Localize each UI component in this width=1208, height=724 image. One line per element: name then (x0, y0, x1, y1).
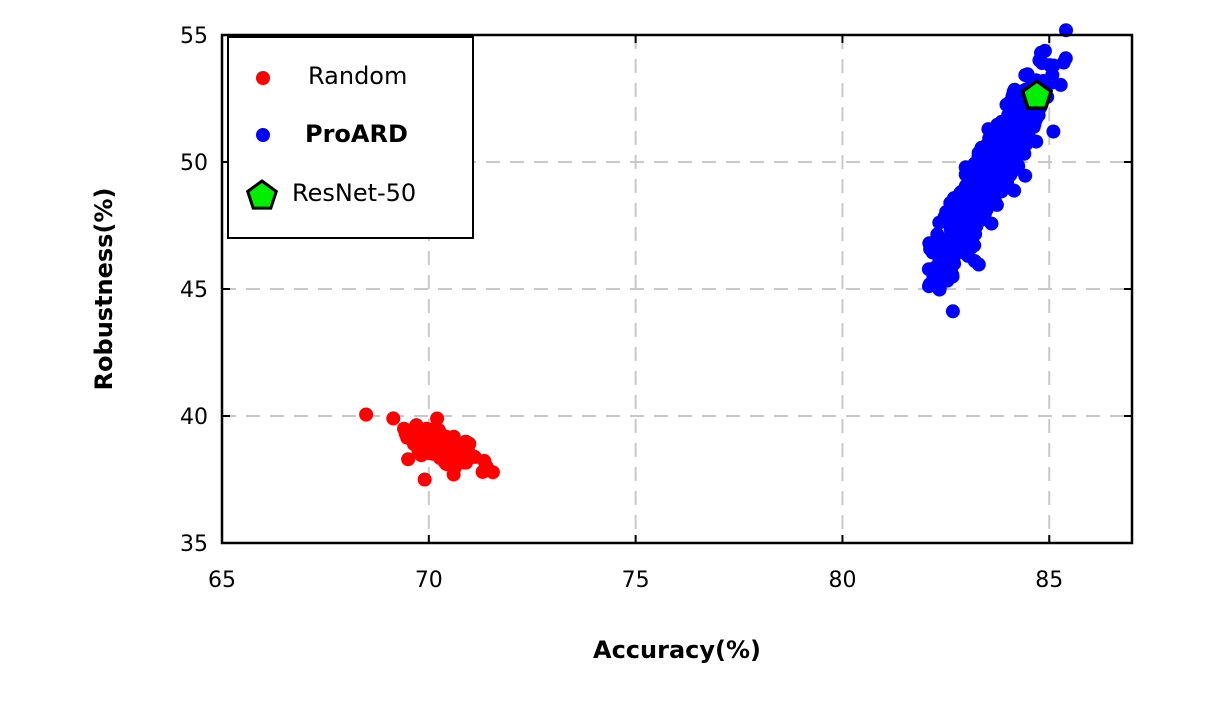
point-random (446, 467, 461, 482)
point-proard (937, 235, 952, 250)
axis-ticks: 65 70 75 80 85 35 40 45 50 55 (180, 24, 1132, 593)
point-random (424, 432, 439, 447)
point-proard (930, 269, 945, 284)
legend-marker-random (256, 71, 270, 85)
point-proard (1046, 124, 1061, 139)
point-random (417, 472, 432, 487)
point-proard (1018, 168, 1033, 183)
point-proard (955, 189, 970, 204)
point-proard (1059, 23, 1073, 38)
point-random (401, 452, 416, 467)
point-random (414, 448, 429, 463)
x-tick-label-75: 75 (622, 568, 650, 593)
point-proard (1046, 58, 1061, 73)
legend-marker-proard (256, 128, 270, 142)
point-proard (1021, 112, 1036, 127)
point-proard (1000, 136, 1015, 151)
point-random (448, 444, 462, 459)
x-axis-title: Accuracy(%) (593, 636, 761, 664)
y-tick-label-55: 55 (180, 24, 208, 49)
point-resnet50 (1020, 78, 1054, 110)
point-random (479, 459, 494, 474)
x-tick-label-85: 85 (1035, 568, 1063, 593)
point-random (397, 421, 411, 436)
point-random (440, 431, 455, 446)
point-proard (1020, 67, 1035, 82)
point-proard (1034, 45, 1048, 60)
y-tick-label-35: 35 (180, 532, 208, 557)
point-proard (922, 236, 937, 251)
point-proard (967, 254, 982, 269)
point-proard (961, 223, 976, 238)
legend-marker-resnet50 (245, 179, 279, 210)
point-proard (1007, 183, 1022, 198)
point-proard (936, 256, 950, 271)
point-proard (973, 191, 988, 206)
point-proard (1053, 77, 1068, 92)
legend-label-proard: ProARD (305, 120, 408, 148)
point-proard (985, 153, 1000, 168)
legend-label-random: Random (308, 62, 407, 90)
point-proard (922, 279, 936, 294)
y-tick-label-40: 40 (180, 405, 208, 430)
point-proard (958, 160, 973, 175)
y-tick-label-50: 50 (180, 151, 208, 176)
point-proard (964, 212, 979, 227)
point-random (386, 411, 401, 426)
point-proard (945, 267, 960, 282)
point-proard (979, 180, 994, 195)
y-tick-label-45: 45 (180, 278, 208, 303)
point-proard (993, 178, 1008, 193)
point-proard (1010, 158, 1025, 173)
data-points (359, 23, 1073, 487)
legend-label-resnet50: ResNet-50 (292, 179, 416, 207)
point-proard (967, 238, 982, 253)
y-axis-title: Robustness(%) (90, 188, 118, 391)
point-proard (978, 163, 993, 178)
point-random (359, 407, 374, 422)
point-proard (932, 282, 947, 297)
point-proard (1007, 82, 1022, 97)
point-proard (997, 151, 1012, 166)
point-proard (1035, 56, 1050, 70)
point-proard (943, 213, 957, 228)
x-tick-label-65: 65 (208, 568, 236, 593)
x-tick-label-70: 70 (415, 568, 443, 593)
point-random (443, 455, 458, 470)
legend: Random ProARD ResNet-50 (227, 36, 474, 239)
point-proard (947, 256, 962, 271)
x-tick-label-80: 80 (828, 568, 856, 593)
point-proard (999, 116, 1014, 130)
point-random (461, 436, 475, 451)
point-random (430, 411, 445, 426)
point-proard (988, 137, 1003, 152)
point-proard (945, 304, 960, 319)
